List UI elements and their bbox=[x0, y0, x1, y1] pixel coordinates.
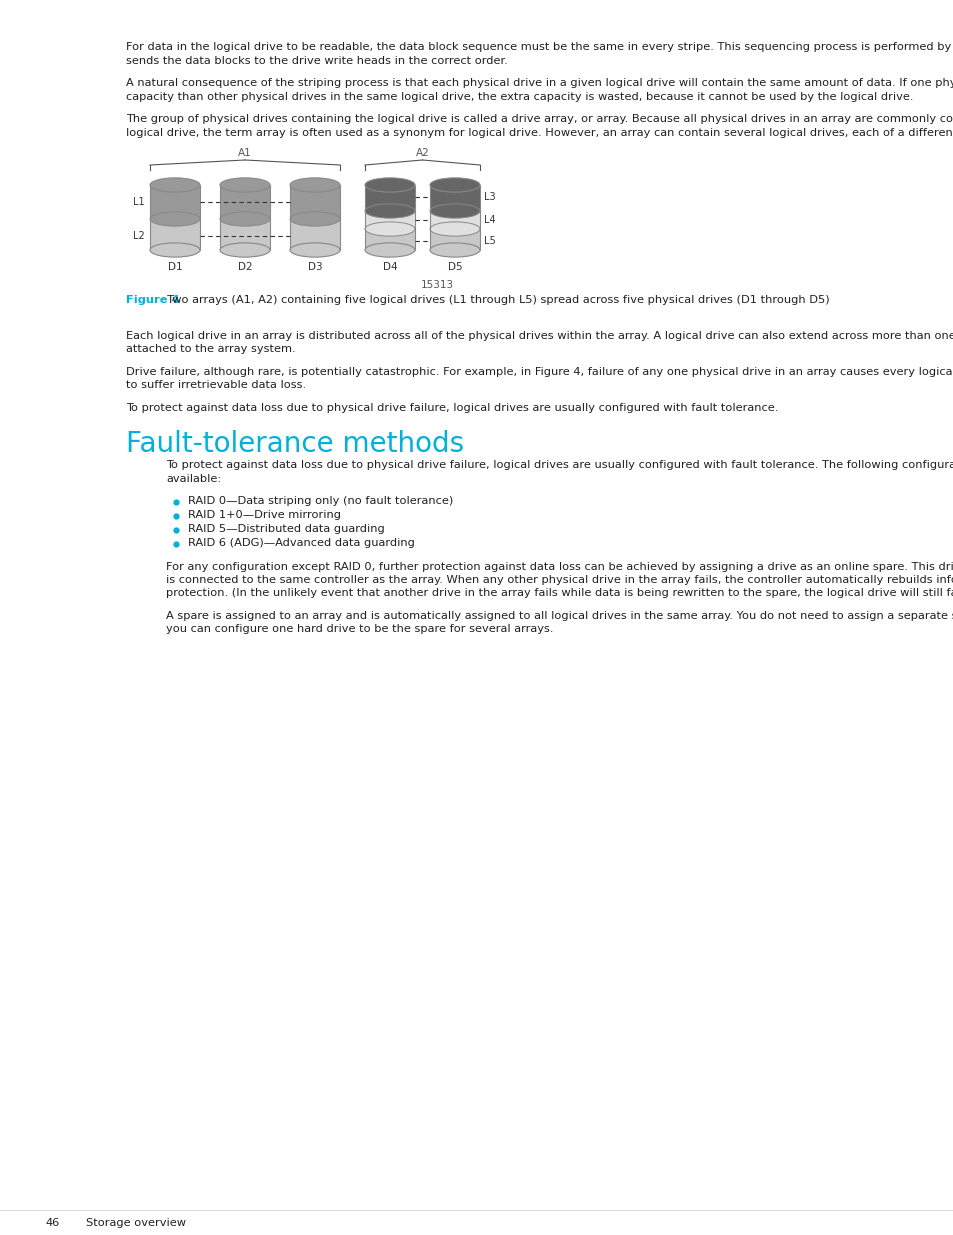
Bar bbox=[290, 185, 339, 219]
Text: Fault-tolerance methods: Fault-tolerance methods bbox=[126, 431, 464, 458]
Text: To protect against data loss due to physical drive failure, logical drives are u: To protect against data loss due to phys… bbox=[166, 461, 953, 471]
Text: A2: A2 bbox=[416, 148, 429, 158]
Bar bbox=[290, 219, 339, 249]
Ellipse shape bbox=[290, 243, 339, 257]
Text: Storage overview: Storage overview bbox=[86, 1218, 186, 1228]
Ellipse shape bbox=[220, 212, 270, 226]
Text: logical drive, the term array is often used as a synonym for logical drive. Howe: logical drive, the term array is often u… bbox=[126, 127, 953, 137]
Ellipse shape bbox=[430, 243, 479, 257]
Text: RAID 1+0—Drive mirroring: RAID 1+0—Drive mirroring bbox=[188, 510, 340, 520]
Ellipse shape bbox=[220, 178, 270, 193]
Text: 15313: 15313 bbox=[420, 280, 454, 290]
Bar bbox=[430, 185, 479, 249]
Ellipse shape bbox=[365, 178, 415, 193]
Ellipse shape bbox=[365, 243, 415, 257]
Bar bbox=[430, 185, 479, 211]
Text: A spare is assigned to an array and is automatically assigned to all logical dri: A spare is assigned to an array and is a… bbox=[166, 611, 953, 621]
Bar bbox=[220, 185, 270, 219]
Text: Drive failure, although rare, is potentially catastrophic. For example, in Figur: Drive failure, although rare, is potenti… bbox=[126, 367, 953, 377]
Text: RAID 0—Data striping only (no fault tolerance): RAID 0—Data striping only (no fault tole… bbox=[188, 496, 453, 506]
Text: L3: L3 bbox=[483, 191, 496, 201]
Bar bbox=[150, 185, 200, 219]
Bar bbox=[150, 185, 200, 249]
Text: L2: L2 bbox=[133, 231, 145, 241]
Text: available:: available: bbox=[166, 474, 221, 484]
Bar bbox=[220, 185, 270, 249]
Ellipse shape bbox=[365, 222, 415, 236]
Ellipse shape bbox=[290, 178, 339, 193]
Ellipse shape bbox=[290, 212, 339, 226]
Text: attached to the array system.: attached to the array system. bbox=[126, 345, 295, 354]
Text: Figure 4: Figure 4 bbox=[126, 295, 179, 305]
Text: RAID 5—Distributed data guarding: RAID 5—Distributed data guarding bbox=[188, 525, 384, 535]
Text: A natural consequence of the striping process is that each physical drive in a g: A natural consequence of the striping pr… bbox=[126, 78, 953, 88]
Ellipse shape bbox=[150, 178, 200, 193]
Bar bbox=[430, 228, 479, 249]
Text: Each logical drive in an array is distributed across all of the physical drives : Each logical drive in an array is distri… bbox=[126, 331, 953, 341]
Ellipse shape bbox=[220, 243, 270, 257]
Bar bbox=[365, 185, 415, 249]
Bar bbox=[150, 219, 200, 249]
Text: The group of physical drives containing the logical drive is called a drive arra: The group of physical drives containing … bbox=[126, 114, 953, 124]
Ellipse shape bbox=[365, 204, 415, 219]
Ellipse shape bbox=[430, 178, 479, 193]
Text: L4: L4 bbox=[483, 215, 496, 225]
Text: D1: D1 bbox=[168, 262, 182, 272]
Text: to suffer irretrievable data loss.: to suffer irretrievable data loss. bbox=[126, 380, 306, 390]
Text: L1: L1 bbox=[133, 198, 145, 207]
Text: A1: A1 bbox=[238, 148, 252, 158]
Text: For data in the logical drive to be readable, the data block sequence must be th: For data in the logical drive to be read… bbox=[126, 42, 953, 52]
Text: Two arrays (A1, A2) containing five logical drives (L1 through L5) spread across: Two arrays (A1, A2) containing five logi… bbox=[160, 295, 829, 305]
Text: sends the data blocks to the drive write heads in the correct order.: sends the data blocks to the drive write… bbox=[126, 56, 507, 65]
Bar bbox=[365, 185, 415, 211]
Ellipse shape bbox=[150, 212, 200, 226]
Ellipse shape bbox=[150, 243, 200, 257]
Text: RAID 6 (ADG)—Advanced data guarding: RAID 6 (ADG)—Advanced data guarding bbox=[188, 538, 415, 548]
Ellipse shape bbox=[430, 204, 479, 219]
Text: is connected to the same controller as the array. When any other physical drive : is connected to the same controller as t… bbox=[166, 576, 953, 585]
Bar bbox=[365, 228, 415, 249]
Bar bbox=[430, 211, 479, 228]
Text: D4: D4 bbox=[382, 262, 396, 272]
Text: To protect against data loss due to physical drive failure, logical drives are u: To protect against data loss due to phys… bbox=[126, 403, 778, 412]
Ellipse shape bbox=[430, 222, 479, 236]
Bar bbox=[365, 211, 415, 228]
Text: D3: D3 bbox=[308, 262, 322, 272]
Text: L5: L5 bbox=[483, 236, 496, 246]
Text: 46: 46 bbox=[46, 1218, 60, 1228]
Bar bbox=[290, 185, 339, 249]
Text: D2: D2 bbox=[237, 262, 252, 272]
Text: D5: D5 bbox=[447, 262, 462, 272]
Text: protection. (In the unlikely event that another drive in the array fails while d: protection. (In the unlikely event that … bbox=[166, 589, 953, 599]
Bar bbox=[220, 219, 270, 249]
Text: capacity than other physical drives in the same logical drive, the extra capacit: capacity than other physical drives in t… bbox=[126, 91, 913, 101]
Text: For any configuration except RAID 0, further protection against data loss can be: For any configuration except RAID 0, fur… bbox=[166, 562, 953, 572]
Text: you can configure one hard drive to be the spare for several arrays.: you can configure one hard drive to be t… bbox=[166, 625, 553, 635]
